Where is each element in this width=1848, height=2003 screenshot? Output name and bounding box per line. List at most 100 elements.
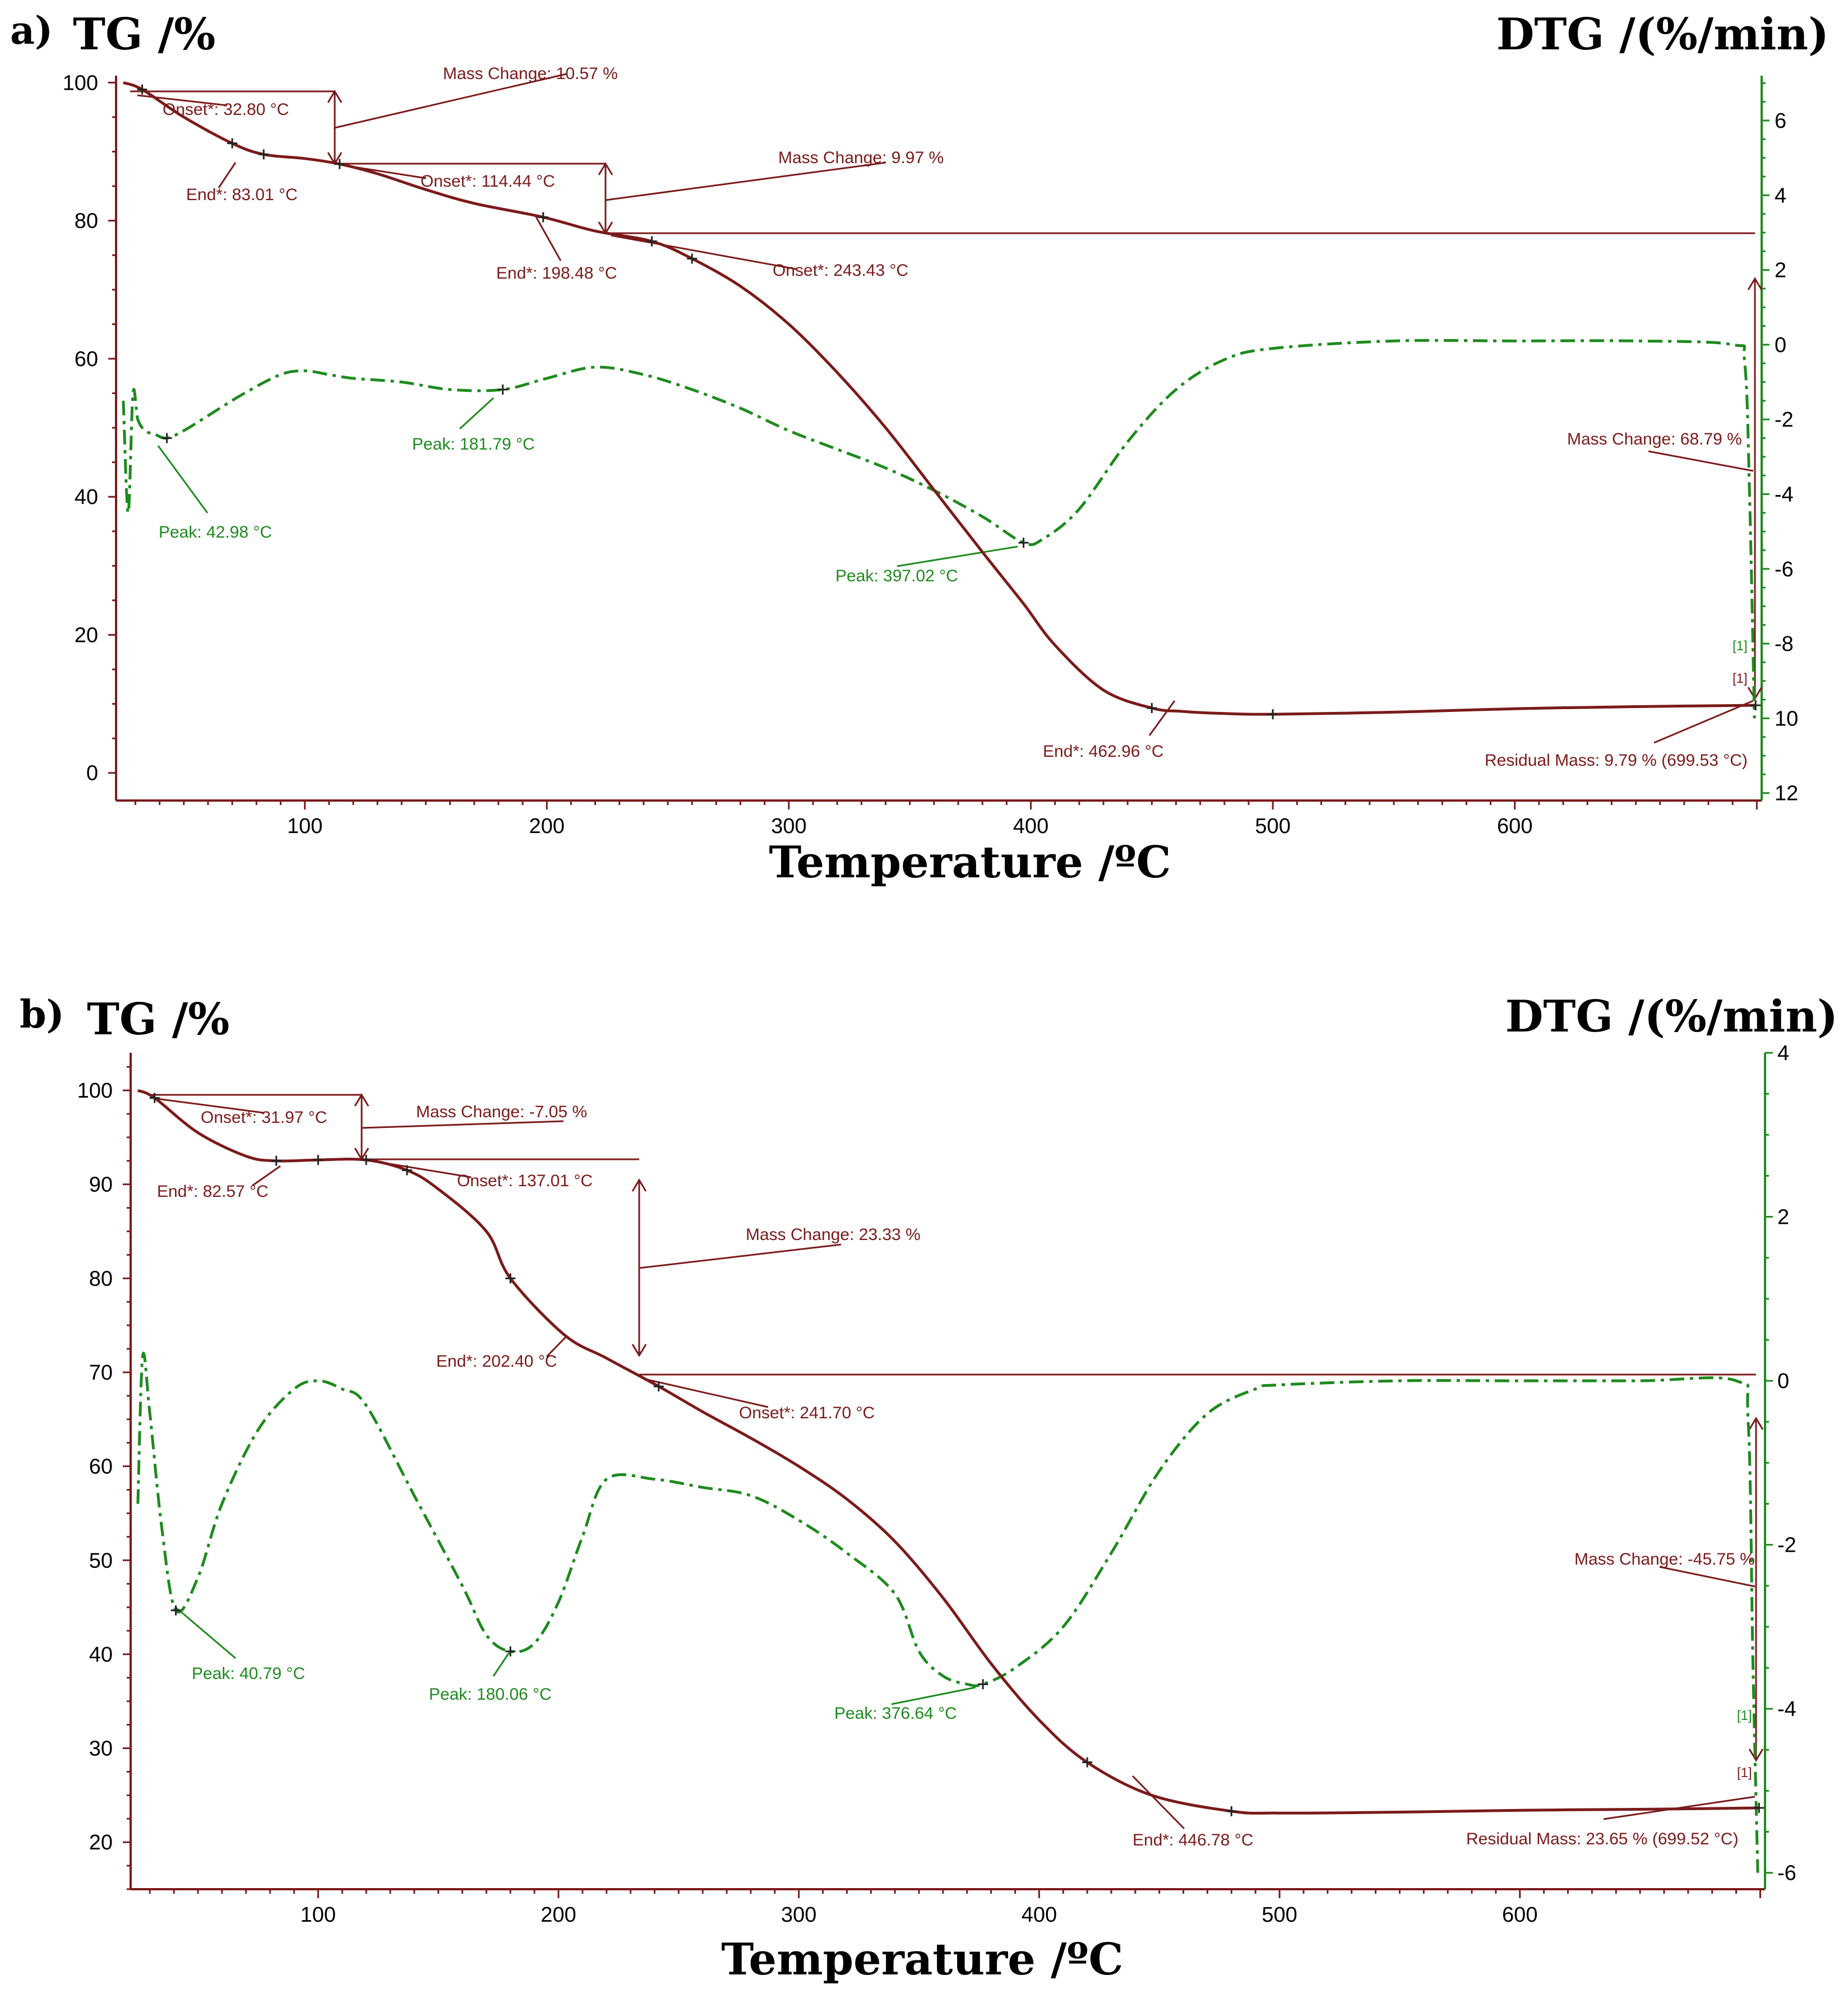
tg-tick-label: 60 bbox=[75, 348, 98, 371]
dtg-tick-label: 10 bbox=[1775, 707, 1798, 730]
panel-a-mass-change-3-label: Mass Change: 68.79 % bbox=[1567, 430, 1742, 448]
x-tick-label: 300 bbox=[771, 815, 806, 838]
panel-b-leader-end-2 bbox=[546, 1335, 567, 1358]
panel-b-annotation-lines bbox=[149, 1093, 1764, 1830]
dtg-tick-label: 12 bbox=[1775, 782, 1798, 806]
dtg-peak-marker bbox=[497, 384, 508, 395]
tg-marker bbox=[1147, 702, 1157, 713]
panel-a-arrowhead-1a bbox=[327, 90, 343, 103]
dtg-tick-label: -4 bbox=[1775, 483, 1794, 506]
panel-b-dtg-axis-title: DTG /(%/min) bbox=[1505, 991, 1838, 1042]
panel-a-leader-end-2 bbox=[534, 215, 562, 261]
panel-a-leader-end-3 bbox=[1148, 700, 1176, 736]
tg-tick-label: 30 bbox=[89, 1737, 113, 1761]
panel-a-mass-change-2-label: Mass Change: 9.97 % bbox=[778, 149, 944, 167]
dtg-tick-label: -2 bbox=[1775, 408, 1794, 432]
panel-a-arrowhead-3a bbox=[1747, 277, 1763, 290]
panel-b-tg-curve bbox=[137, 1089, 1759, 1815]
panel-b-mass-change-1-label: Mass Change: -7.05 % bbox=[416, 1103, 587, 1121]
tg-marker bbox=[334, 159, 345, 169]
panel-b: b) TG /% DTG /(%/min) Temperature /ºC 10… bbox=[20, 991, 1838, 1985]
dtg-tick-label: -6 bbox=[1777, 1862, 1796, 1885]
panel-a-x-axis-title: Temperature /ºC bbox=[769, 837, 1171, 888]
panel-a-ref-1-tg-label: [1] bbox=[1732, 671, 1748, 686]
dtg-tick-label: -4 bbox=[1777, 1697, 1796, 1721]
tg-marker bbox=[538, 212, 548, 223]
panel-a-ref-1-dtg-label: [1] bbox=[1732, 639, 1748, 654]
tg-marker bbox=[1082, 1757, 1093, 1768]
panel-a: a) TG /% DTG /(%/min) Temperature /ºC 10… bbox=[10, 8, 1829, 888]
panel-a-peak-2-label: Peak: 181.79 °C bbox=[412, 435, 535, 454]
x-tick-label: 600 bbox=[1502, 1903, 1537, 1927]
panel-b-leader-end-1 bbox=[252, 1165, 281, 1187]
tg-marker bbox=[1226, 1806, 1237, 1816]
panel-a-onset-3-label: Onset*: 243.43 °C bbox=[773, 261, 908, 280]
panel-b-dtg-ticks: -6 -4 -2 0 2 4 bbox=[1765, 1042, 1796, 1885]
panel-a-dtg-ticks: 12 10 -8 -6 -4 -2 0 2 4 6 bbox=[1762, 82, 1798, 806]
tg-tick-label: 20 bbox=[89, 1831, 113, 1854]
panel-b-peak-3-label: Peak: 376.64 °C bbox=[834, 1704, 957, 1723]
panel-b-letter: b) bbox=[20, 992, 64, 1037]
x-tick-label: 300 bbox=[781, 1903, 816, 1927]
panel-b-x-axis-title: Temperature /ºC bbox=[721, 1934, 1123, 1985]
dtg-peak-marker bbox=[170, 1605, 181, 1616]
panel-a-onset-1-label: Onset*: 32.80 °C bbox=[163, 100, 289, 119]
panel-b-peak-2-label: Peak: 180.06 °C bbox=[429, 1685, 552, 1704]
tg-marker bbox=[687, 253, 697, 264]
tg-tick-label: 0 bbox=[86, 762, 98, 785]
tg-marker bbox=[1268, 709, 1278, 720]
dtg-tick-label: 4 bbox=[1777, 1042, 1789, 1065]
panel-b-arrowhead-3a bbox=[1748, 1417, 1764, 1430]
panel-b-end-3-label: End*: 446.78 °C bbox=[1133, 1831, 1253, 1849]
panel-a-leader-peak-1 bbox=[157, 445, 209, 514]
panel-a-dtg-leaders bbox=[157, 397, 1018, 567]
panel-b-ref-1-dtg-label: [1] bbox=[1737, 1708, 1752, 1723]
panel-b-dtg-leaders bbox=[174, 1606, 976, 1705]
tg-tick-label: 100 bbox=[63, 71, 98, 95]
panel-a-leader-onset-3 bbox=[611, 234, 797, 270]
panel-a-leader-mass-change-3 bbox=[1648, 450, 1754, 472]
panel-b-dtg-curve bbox=[136, 1352, 1759, 1873]
panel-b-leader-mass-change-3 bbox=[1659, 1566, 1755, 1588]
panel-a-end-1-label: End*: 83.01 °C bbox=[186, 186, 298, 204]
panel-b-arrowhead-3b bbox=[1748, 1748, 1764, 1762]
dtg-tick-label: -8 bbox=[1775, 632, 1794, 656]
panel-b-peak-1-label: Peak: 40.79 °C bbox=[192, 1664, 305, 1683]
dtg-tick-label: -6 bbox=[1775, 558, 1794, 581]
panel-a-end-2-label: End*: 198.48 °C bbox=[496, 264, 617, 283]
tg-marker bbox=[149, 1093, 160, 1103]
tg-marker bbox=[646, 236, 657, 247]
panel-b-leader-mass-change-1 bbox=[361, 1120, 564, 1129]
dtg-tick-label: 0 bbox=[1777, 1370, 1789, 1393]
panel-b-leader-end-3 bbox=[1131, 1775, 1185, 1830]
tg-tick-label: 100 bbox=[77, 1079, 113, 1103]
x-tick-label: 400 bbox=[1022, 1903, 1057, 1927]
tg-marker bbox=[401, 1165, 412, 1176]
dtg-tick-label: 6 bbox=[1775, 109, 1786, 133]
dtg-tick-label: 4 bbox=[1775, 184, 1786, 207]
x-tick-label: 200 bbox=[529, 815, 565, 838]
panel-b-point-markers bbox=[149, 1093, 1764, 1816]
tg-tick-label: 20 bbox=[75, 623, 98, 647]
panel-b-onset-3-label: Onset*: 241.70 °C bbox=[739, 1404, 875, 1422]
panel-b-arrowhead-1a bbox=[354, 1093, 369, 1107]
panel-a-tg-ticks: 0 20 40 60 80 100 bbox=[63, 71, 116, 785]
panel-b-leader-onset-3 bbox=[644, 1378, 769, 1408]
x-tick-label: 600 bbox=[1497, 815, 1532, 838]
panel-b-tg-axis-title: TG /% bbox=[87, 994, 229, 1045]
tg-marker bbox=[505, 1273, 516, 1284]
tg-tick-label: 80 bbox=[89, 1267, 113, 1290]
panel-a-leader-peak-2 bbox=[459, 397, 495, 430]
panel-a-leader-end-1 bbox=[218, 162, 237, 188]
panel-a-point-markers bbox=[137, 84, 1761, 720]
panel-b-ref-1-tg-label: [1] bbox=[1737, 1765, 1752, 1780]
tg-tick-label: 70 bbox=[89, 1361, 113, 1385]
panel-a-leader-residual bbox=[1653, 700, 1754, 744]
x-tick-label: 400 bbox=[1013, 815, 1048, 838]
x-tick-label: 500 bbox=[1255, 815, 1290, 838]
dtg-peak-marker bbox=[505, 1646, 516, 1657]
panel-b-leader-onset-1 bbox=[156, 1098, 264, 1114]
panel-b-tg-ticks: 20 30 40 50 60 70 80 90 100 bbox=[77, 1066, 131, 1890]
x-tick-label: 100 bbox=[287, 815, 322, 838]
